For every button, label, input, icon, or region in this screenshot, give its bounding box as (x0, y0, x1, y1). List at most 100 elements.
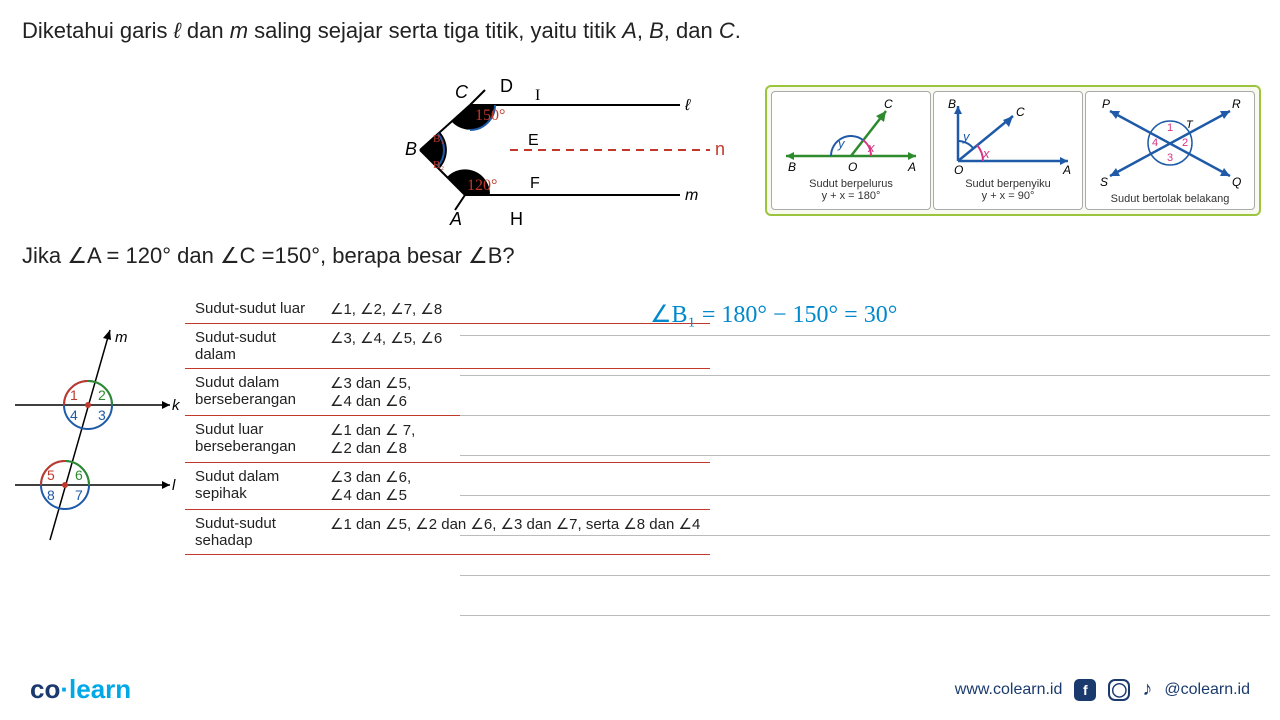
cell: ∠1 dan ∠5, ∠2 dan ∠6, ∠3 dan ∠7, serta ∠… (320, 510, 710, 555)
svg-text:R: R (1232, 97, 1241, 111)
ref-box-3: 1 2 3 4 P R S Q T Sudut bertolak belakan… (1085, 91, 1255, 210)
angle-table: Sudut-sudut luar∠1, ∠2, ∠7, ∠8 Sudut-sud… (185, 295, 710, 555)
svg-text:Q: Q (1232, 175, 1241, 189)
svg-text:5: 5 (47, 467, 55, 483)
table-row: Sudut-sudut luar∠1, ∠2, ∠7, ∠8 (185, 295, 710, 324)
svg-text:2: 2 (1182, 137, 1188, 149)
svg-text:4: 4 (1152, 137, 1158, 149)
label-I: I (535, 87, 540, 104)
svg-text:x: x (867, 140, 875, 155)
handwritten-eq1: ∠B₁ = 180° − 150° = 30° (650, 300, 897, 329)
angle-120: 120° (467, 177, 497, 194)
parallel-diagram: m k l 1 2 3 4 5 6 7 8 (10, 320, 190, 565)
footer: co·learn www.colearn.id f ◯ ♪ @colearn.i… (0, 674, 1280, 705)
logo-co: co (30, 674, 60, 704)
var-C: C (719, 18, 735, 43)
label-H: H (510, 209, 523, 229)
ruled-line (460, 335, 1270, 336)
footer-url: www.colearn.id (955, 681, 1063, 699)
cell: ∠3 dan ∠6, ∠4 dan ∠5 (320, 463, 710, 510)
text: dan (181, 18, 230, 43)
svg-text:1: 1 (70, 387, 78, 403)
text: , dan (664, 18, 719, 43)
label-B: B (405, 139, 417, 159)
footer-right: www.colearn.id f ◯ ♪ @colearn.id (955, 678, 1250, 701)
svg-text:B: B (788, 160, 796, 174)
text: = 120° dan ∠ (100, 243, 239, 268)
ruled-line (460, 455, 1270, 456)
var-m: m (230, 18, 248, 43)
ruled-line (460, 415, 1270, 416)
svg-text:S: S (1100, 175, 1108, 189)
cell: Sudut dalam sepihak (185, 463, 320, 510)
main-diagram: ℓ m n 150° 120° B₁ B₂ B C A D I E F H (400, 70, 750, 220)
cell: ∠3, ∠4, ∠5, ∠6 (320, 324, 710, 369)
label-n: n (715, 139, 725, 159)
ruled-line (460, 495, 1270, 496)
ref2-caption: Sudut berpenyiku (938, 178, 1078, 190)
label-l: ℓ (684, 97, 691, 114)
cell: Sudut-sudut luar (185, 295, 320, 324)
svg-text:x: x (982, 146, 990, 161)
ruled-line (460, 615, 1270, 616)
table-row: Sudut dalam sepihak∠3 dan ∠6, ∠4 dan ∠5 (185, 463, 710, 510)
angle-B1: B₁ (433, 133, 444, 145)
cell: Sudut-sudut dalam (185, 324, 320, 369)
svg-text:3: 3 (98, 407, 106, 423)
var-A: A (622, 18, 637, 43)
angle-B2: B₂ (433, 159, 444, 171)
logo-learn: learn (69, 674, 131, 704)
svg-text:B: B (948, 97, 956, 111)
main-diagram-svg: ℓ m n 150° 120° B₁ B₂ B C A D I E F H (400, 70, 750, 230)
label-E: E (528, 132, 539, 149)
svg-text:m: m (115, 329, 128, 346)
angle-150: 150° (475, 107, 505, 124)
svg-text:6: 6 (75, 467, 83, 483)
svg-text:y: y (837, 136, 846, 151)
var-C: C (240, 243, 256, 268)
question-text: Jika ∠A = 120° dan ∠C =150°, berapa besa… (22, 243, 515, 269)
var-B: B (649, 18, 664, 43)
text: Diketahui garis (22, 18, 174, 43)
table-row: Sudut-sudut dalam∠3, ∠4, ∠5, ∠6 (185, 324, 710, 369)
svg-text:l: l (172, 477, 176, 494)
text: ? (502, 243, 514, 268)
ref-box-1: x y B O A C Sudut berpelurus y + x = 180… (771, 91, 931, 210)
label-D: D (500, 76, 513, 96)
cell: Sudut dalam berseberangan (185, 369, 320, 416)
reference-boxes: x y B O A C Sudut berpelurus y + x = 180… (765, 85, 1261, 216)
svg-text:C: C (884, 97, 893, 111)
text: saling sejajar serta tiga titik, yaitu t… (248, 18, 622, 43)
ruled-line (460, 575, 1270, 576)
svg-text:3: 3 (1167, 152, 1173, 164)
text: Jika ∠ (22, 243, 87, 268)
text: =150°, berapa besar ∠ (256, 243, 488, 268)
svg-text:1: 1 (1167, 122, 1173, 134)
ref-box-2: x y B O A C Sudut berpenyiku y + x = 90° (933, 91, 1083, 210)
instagram-icon: ◯ (1108, 679, 1130, 701)
svg-text:2: 2 (98, 387, 106, 403)
var-l: ℓ (174, 18, 181, 43)
tiktok-icon: ♪ (1142, 678, 1152, 701)
label-F: F (530, 175, 540, 192)
svg-text:O: O (848, 160, 857, 174)
svg-text:4: 4 (70, 407, 78, 423)
svg-text:A: A (907, 160, 916, 174)
label-C: C (455, 82, 469, 102)
ref2-formula: y + x = 90° (938, 190, 1078, 202)
svg-text:7: 7 (75, 487, 83, 503)
table-row: Sudut-sudut sehadap∠1 dan ∠5, ∠2 dan ∠6,… (185, 510, 710, 555)
svg-text:P: P (1102, 97, 1110, 111)
svg-text:y: y (962, 129, 971, 144)
facebook-icon: f (1074, 679, 1096, 701)
svg-text:8: 8 (47, 487, 55, 503)
var-B: B (488, 243, 503, 268)
logo: co·learn (30, 674, 131, 705)
ref3-caption: Sudut bertolak belakang (1090, 193, 1250, 205)
label-A: A (449, 209, 462, 229)
svg-text:O: O (954, 163, 963, 176)
ref1-formula: y + x = 180° (776, 190, 926, 202)
svg-text:T: T (1186, 119, 1194, 131)
ref1-caption: Sudut berpelurus (776, 178, 926, 190)
svg-text:C: C (1016, 105, 1025, 119)
